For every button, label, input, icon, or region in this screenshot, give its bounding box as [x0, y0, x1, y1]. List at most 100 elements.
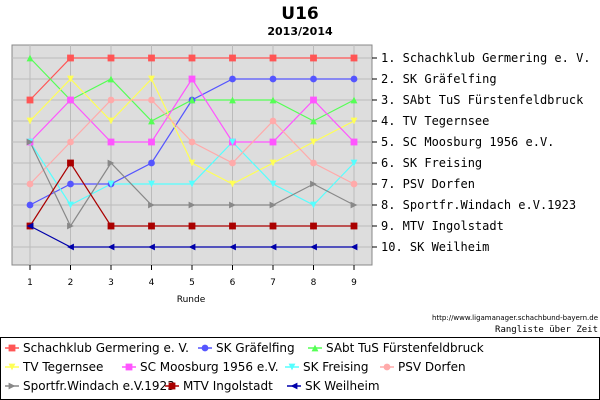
- data-point: [148, 96, 155, 104]
- data-point: [148, 201, 155, 209]
- legend-marker: [311, 344, 319, 352]
- data-point: [107, 75, 115, 83]
- legend-label: TV Tegernsee: [22, 360, 103, 374]
- data-point: [188, 159, 196, 167]
- legend-label: SK Gräfelfing: [216, 341, 295, 355]
- data-point: [148, 54, 155, 62]
- x-axis-label: Runde: [177, 295, 206, 305]
- data-point: [26, 54, 34, 62]
- legend: Schachklub Germering e. V. SK Gräfelfing S…: [5, 341, 484, 393]
- rank-label: 3. SAbt TuS Fürstenfeldbruck: [381, 93, 584, 107]
- data-point: [67, 243, 74, 251]
- data-point: [229, 159, 236, 167]
- data-point: [269, 138, 277, 146]
- data-point: [188, 243, 196, 251]
- data-point: [350, 96, 358, 104]
- data-point: [269, 54, 277, 62]
- data-point: [229, 54, 236, 62]
- data-point: [148, 159, 155, 167]
- data-point: [310, 243, 317, 251]
- chart-subtitle: 2013/2014: [267, 25, 333, 38]
- x-tick-label: 4: [149, 278, 155, 288]
- legend-marker: [201, 344, 209, 352]
- data-point: [107, 117, 115, 125]
- rank-label: 4. TV Tegernsee: [381, 114, 489, 128]
- data-point: [310, 159, 317, 167]
- legend-marker: [125, 363, 133, 371]
- data-point: [67, 54, 74, 62]
- legend-label: SK Weilheim: [305, 379, 380, 393]
- data-point: [26, 201, 34, 209]
- data-point: [310, 201, 317, 209]
- data-point: [350, 75, 358, 83]
- legend-marker: [8, 344, 16, 352]
- data-point: [67, 138, 74, 146]
- data-point: [269, 75, 277, 83]
- legend-marker: [383, 363, 391, 371]
- right-axis: 1. Schachklub Germering e. V. 2. SK Gräfe…: [372, 51, 591, 254]
- data-point: [269, 159, 277, 167]
- legend-marker: [168, 382, 176, 390]
- data-point: [148, 243, 155, 251]
- legend-label: SC Moosburg 1956 e.V.: [140, 360, 279, 374]
- legend-label: SK Freising: [303, 360, 369, 374]
- data-point: [310, 138, 317, 146]
- data-point: [188, 96, 196, 104]
- data-point: [229, 222, 236, 230]
- data-point: [310, 117, 317, 125]
- source-url: http://www.ligamanager.schachbund-bayern…: [432, 314, 598, 322]
- x-tick-label: 6: [230, 278, 236, 288]
- rank-label: 2. SK Gräfelfing: [381, 72, 497, 86]
- data-point: [269, 117, 277, 125]
- chart-caption: Rangliste über Zeit: [495, 325, 598, 335]
- data-point: [269, 96, 277, 104]
- legend-label: PSV Dorfen: [398, 360, 466, 374]
- data-point: [188, 201, 196, 209]
- rank-label: 6. SK Freising: [381, 156, 482, 170]
- data-point: [107, 222, 115, 230]
- data-point: [67, 222, 74, 230]
- x-axis: 1 2 3 4 5 6 7 8 9: [27, 265, 357, 288]
- data-point: [107, 180, 115, 188]
- data-point: [350, 54, 358, 62]
- rank-label: 7. PSV Dorfen: [381, 177, 475, 191]
- data-point: [148, 222, 155, 230]
- legend-label: MTV Ingolstadt: [183, 379, 273, 393]
- data-point: [350, 180, 358, 188]
- data-point: [107, 138, 115, 146]
- data-point: [350, 117, 358, 125]
- rank-label: 5. SC Moosburg 1956 e.V.: [381, 135, 554, 149]
- data-point: [229, 96, 236, 104]
- data-point: [67, 159, 74, 167]
- legend-marker: [8, 382, 16, 390]
- data-point: [107, 243, 115, 251]
- data-point: [107, 159, 115, 167]
- data-point: [26, 96, 34, 104]
- data-point: [229, 243, 236, 251]
- data-point: [188, 222, 196, 230]
- data-point: [26, 117, 34, 125]
- data-point: [310, 54, 317, 62]
- data-point: [310, 75, 317, 83]
- x-tick-label: 3: [108, 278, 114, 288]
- data-point: [229, 75, 236, 83]
- data-point: [350, 201, 358, 209]
- legend-marker: [288, 363, 296, 371]
- data-point: [148, 75, 155, 83]
- data-point: [26, 180, 34, 188]
- data-point: [148, 138, 155, 146]
- legend-label: SAbt TuS Fürstenfeldbruck: [326, 341, 484, 355]
- data-point: [269, 243, 277, 251]
- x-tick-label: 5: [189, 278, 195, 288]
- data-point: [107, 54, 115, 62]
- chart-title: U16: [281, 4, 318, 24]
- data-point: [67, 201, 74, 209]
- legend-label: Sportfr.Windach e.V.1923: [23, 379, 175, 393]
- rank-label: 9. MTV Ingolstadt: [381, 219, 504, 233]
- x-tick-label: 9: [351, 278, 357, 288]
- rank-label: 10. SK Weilheim: [381, 240, 489, 254]
- data-point: [26, 222, 34, 230]
- x-tick-label: 2: [68, 278, 74, 288]
